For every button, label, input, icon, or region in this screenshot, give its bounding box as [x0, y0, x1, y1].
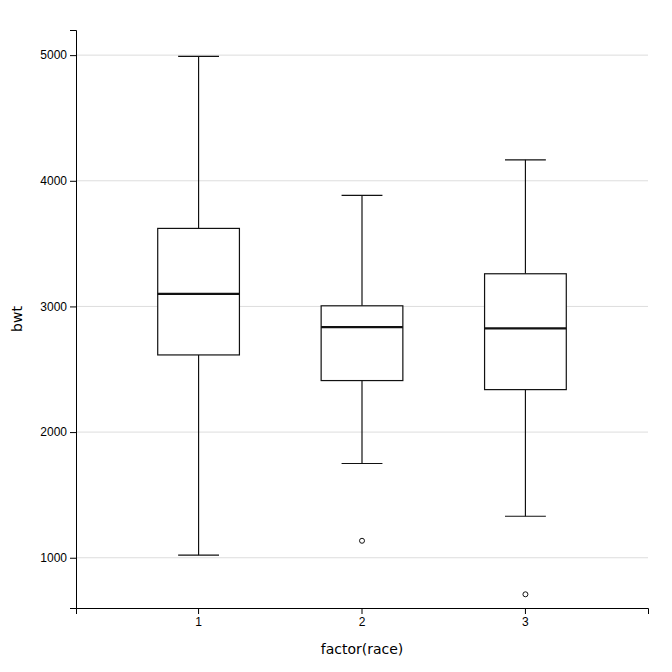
- upper-cap: [342, 195, 383, 196]
- x-tick: 1: [195, 608, 202, 629]
- lower-cap: [342, 463, 383, 464]
- outlier: [523, 592, 528, 597]
- y-tick-mark: [70, 181, 76, 182]
- median: [485, 327, 567, 329]
- upper-cap: [178, 56, 219, 57]
- plot: 1000 2000 3000 4000 5000 1 2 3: [40, 31, 648, 629]
- x-tick-mark: [362, 608, 363, 614]
- upper-whisker: [525, 160, 526, 274]
- y-tick-label: 4000: [40, 174, 67, 188]
- x-axis: 1 2 3: [77, 608, 649, 629]
- x-tick-label: 1: [195, 615, 202, 629]
- y-tick: 1000: [40, 551, 76, 565]
- grid-line: [76, 180, 648, 181]
- x-tick-label: 2: [359, 615, 366, 629]
- y-axis: 1000 2000 3000 4000 5000: [40, 31, 76, 609]
- box: [158, 228, 240, 355]
- box: [485, 274, 567, 390]
- y-tick-label: 2000: [40, 425, 67, 439]
- box: [321, 306, 403, 381]
- x-tick-label: 3: [522, 615, 529, 629]
- upper-whisker: [361, 195, 362, 305]
- lower-cap: [178, 555, 219, 556]
- upper-whisker: [198, 56, 199, 228]
- x-axis-line: [77, 609, 649, 615]
- x-tick: 3: [522, 608, 529, 629]
- x-tick: 2: [359, 608, 366, 629]
- box-group: [158, 56, 240, 555]
- upper-cap: [505, 159, 546, 160]
- x-tick-mark: [198, 608, 199, 614]
- y-tick-mark: [70, 55, 76, 56]
- y-tick: 3000: [40, 300, 76, 314]
- lower-whisker: [198, 355, 199, 555]
- y-tick-mark: [70, 432, 76, 433]
- y-axis-title: bwt: [9, 306, 25, 332]
- y-tick-label: 3000: [40, 300, 67, 314]
- median: [321, 326, 403, 328]
- outlier: [360, 538, 365, 543]
- y-tick-label: 5000: [40, 48, 67, 62]
- y-tick-mark: [70, 558, 76, 559]
- y-tick-mark: [70, 306, 76, 307]
- y-tick: 5000: [40, 48, 76, 62]
- lower-cap: [505, 516, 546, 517]
- chart: 1000 2000 3000 4000 5000 1 2 3 factor(race) bwt: [0, 0, 672, 672]
- box-group: [321, 195, 403, 543]
- y-tick: 4000: [40, 174, 76, 188]
- lower-whisker: [525, 390, 526, 517]
- boxes: [158, 56, 567, 596]
- x-tick-mark: [525, 608, 526, 614]
- y-tick: 2000: [40, 425, 76, 439]
- lower-whisker: [361, 381, 362, 464]
- y-tick-label: 1000: [40, 551, 67, 565]
- grid-line: [76, 55, 648, 56]
- median: [158, 293, 240, 295]
- box-group: [485, 160, 567, 597]
- grid-line: [76, 557, 648, 558]
- grid: [76, 55, 648, 558]
- x-axis-title: factor(race): [321, 641, 404, 657]
- y-axis-line: [70, 31, 77, 609]
